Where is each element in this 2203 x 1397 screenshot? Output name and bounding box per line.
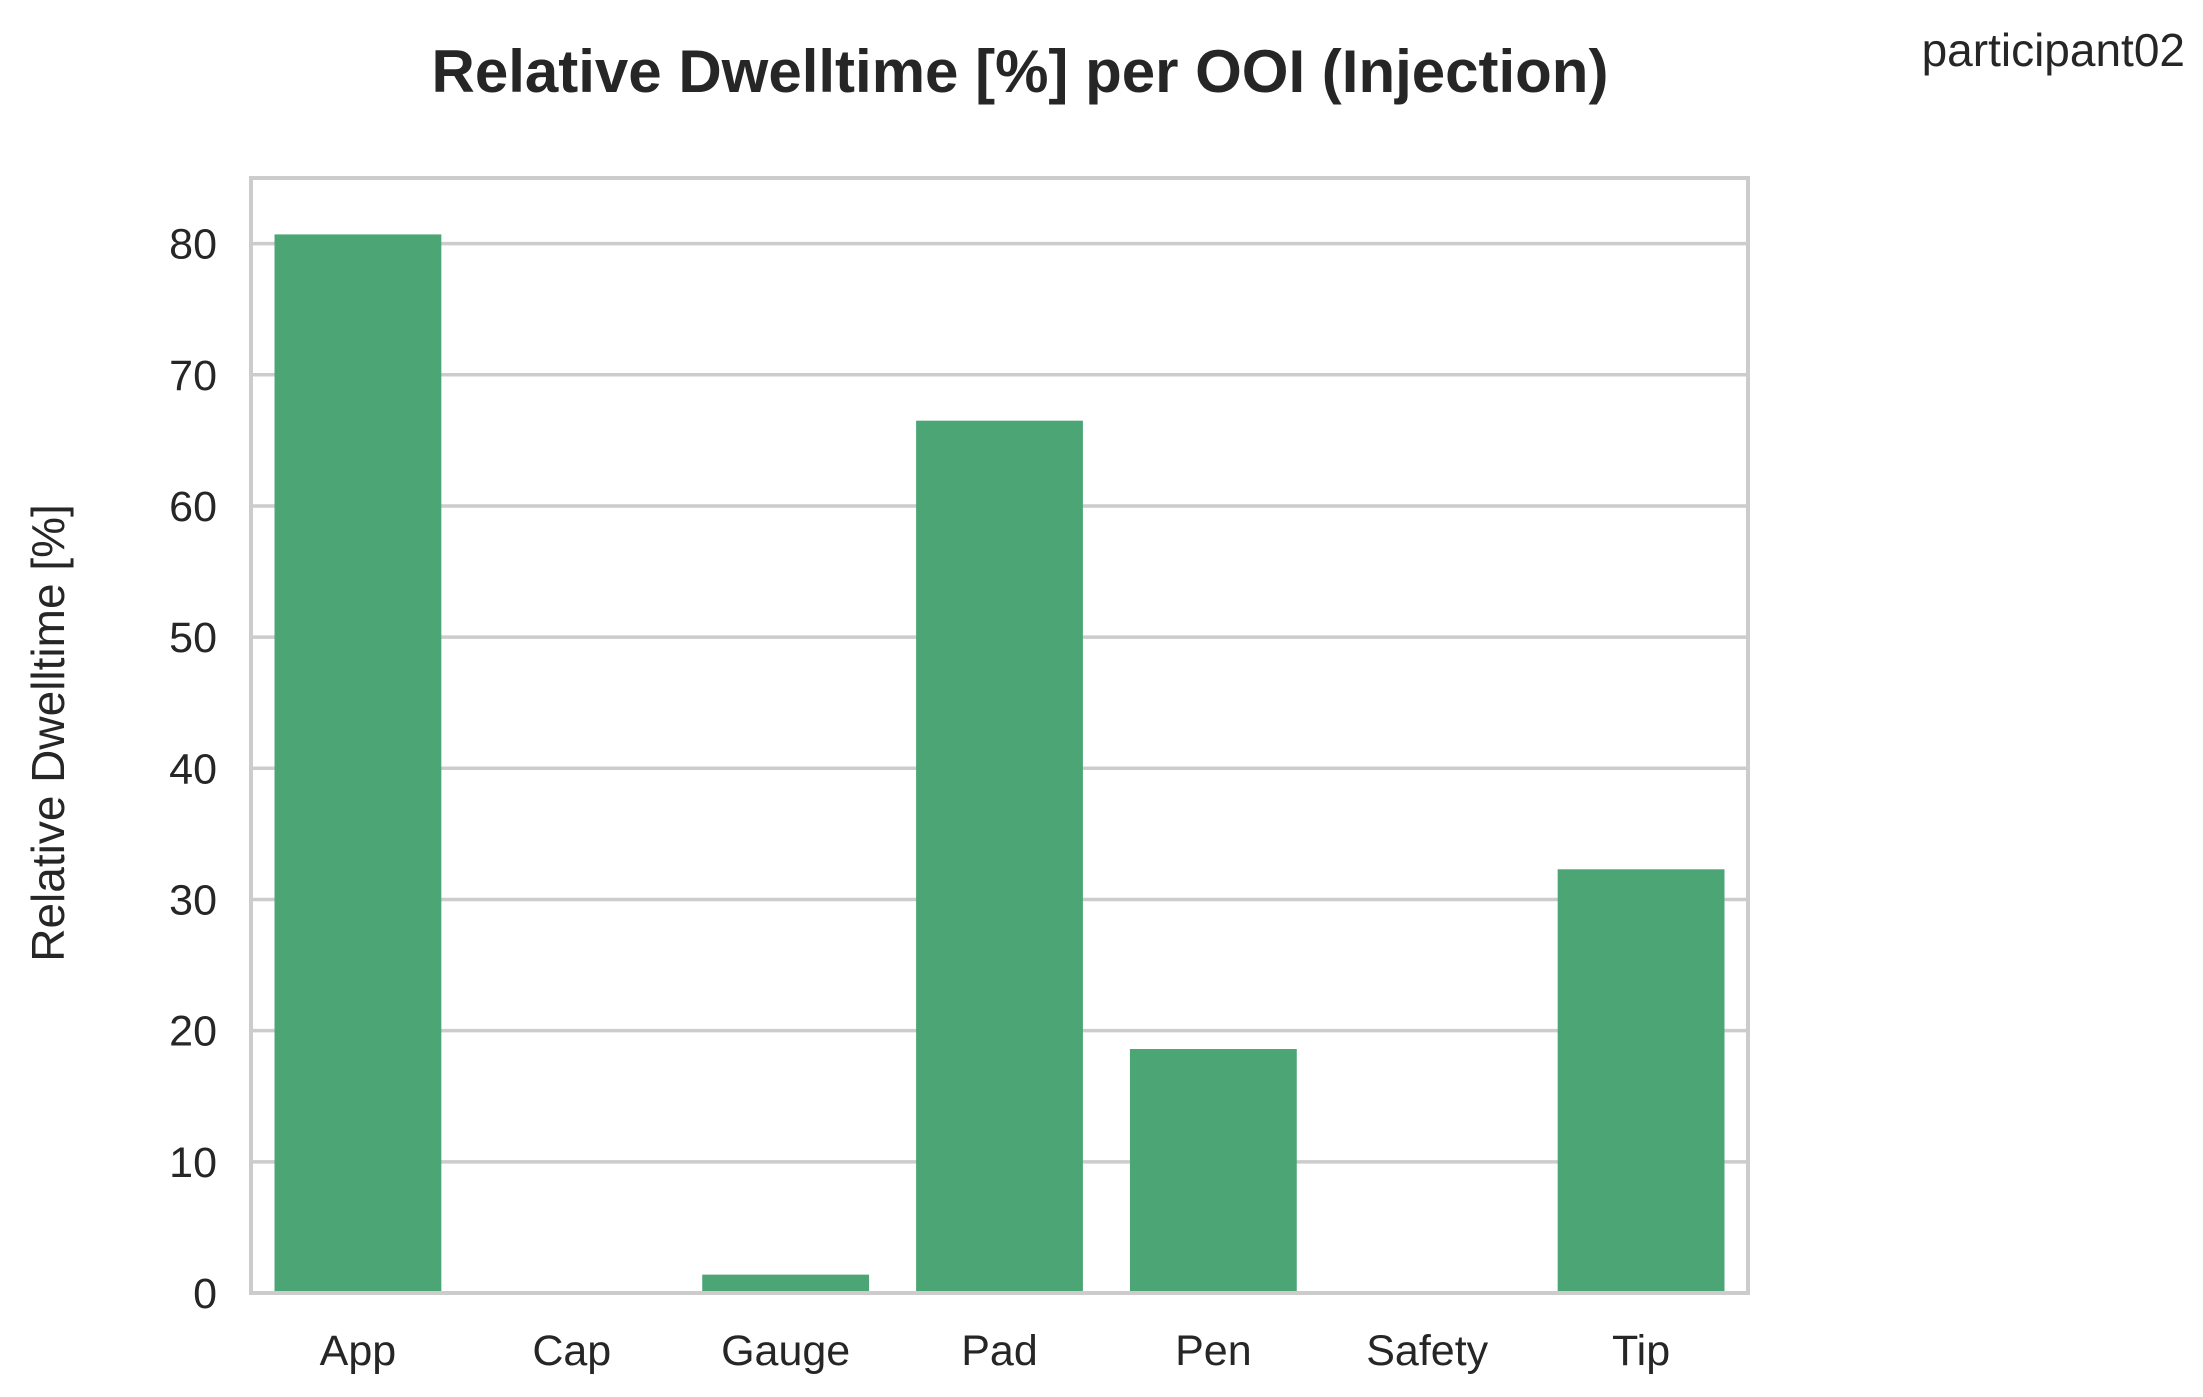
y-tick-label: 70 [169, 352, 217, 400]
x-tick-label-app: App [320, 1327, 397, 1375]
bar-tip [1557, 869, 1725, 1293]
y-tick-label: 80 [169, 221, 217, 269]
x-tick-label-pen: Pen [1175, 1327, 1252, 1375]
y-tick-label: 40 [169, 745, 217, 793]
participant-annotation: participant02 [1922, 24, 2185, 76]
bar-pen [1129, 1049, 1297, 1293]
x-tick-label-gauge: Gauge [721, 1327, 850, 1375]
bars [274, 234, 1725, 1293]
x-tick-label-tip: Tip [1612, 1327, 1670, 1375]
bar-gauge [702, 1274, 870, 1293]
x-tick-label-cap: Cap [532, 1327, 611, 1375]
y-tick-label: 30 [169, 876, 217, 924]
bar-app [274, 234, 442, 1293]
x-tick-label-pad: Pad [961, 1327, 1038, 1375]
x-tick-label-safety: Safety [1366, 1327, 1488, 1375]
y-tick-label: 20 [169, 1008, 217, 1056]
bar-pad [916, 420, 1083, 1293]
plot-frame [249, 176, 1750, 1295]
y-tick-labels: 0 10 20 30 40 50 60 70 80 [169, 221, 217, 1318]
chart-title: Relative Dwelltime [%] per OOI (Injectio… [432, 38, 1609, 105]
y-axis-label: Relative Dwelltime [%] [22, 504, 74, 962]
y-tick-label: 0 [193, 1270, 217, 1318]
y-tick-label: 50 [169, 614, 217, 662]
x-tick-labels: App Cap Gauge Pad Pen Safety Tip [320, 1327, 1670, 1375]
y-tick-label: 60 [169, 483, 217, 531]
y-tick-label: 10 [169, 1139, 217, 1187]
